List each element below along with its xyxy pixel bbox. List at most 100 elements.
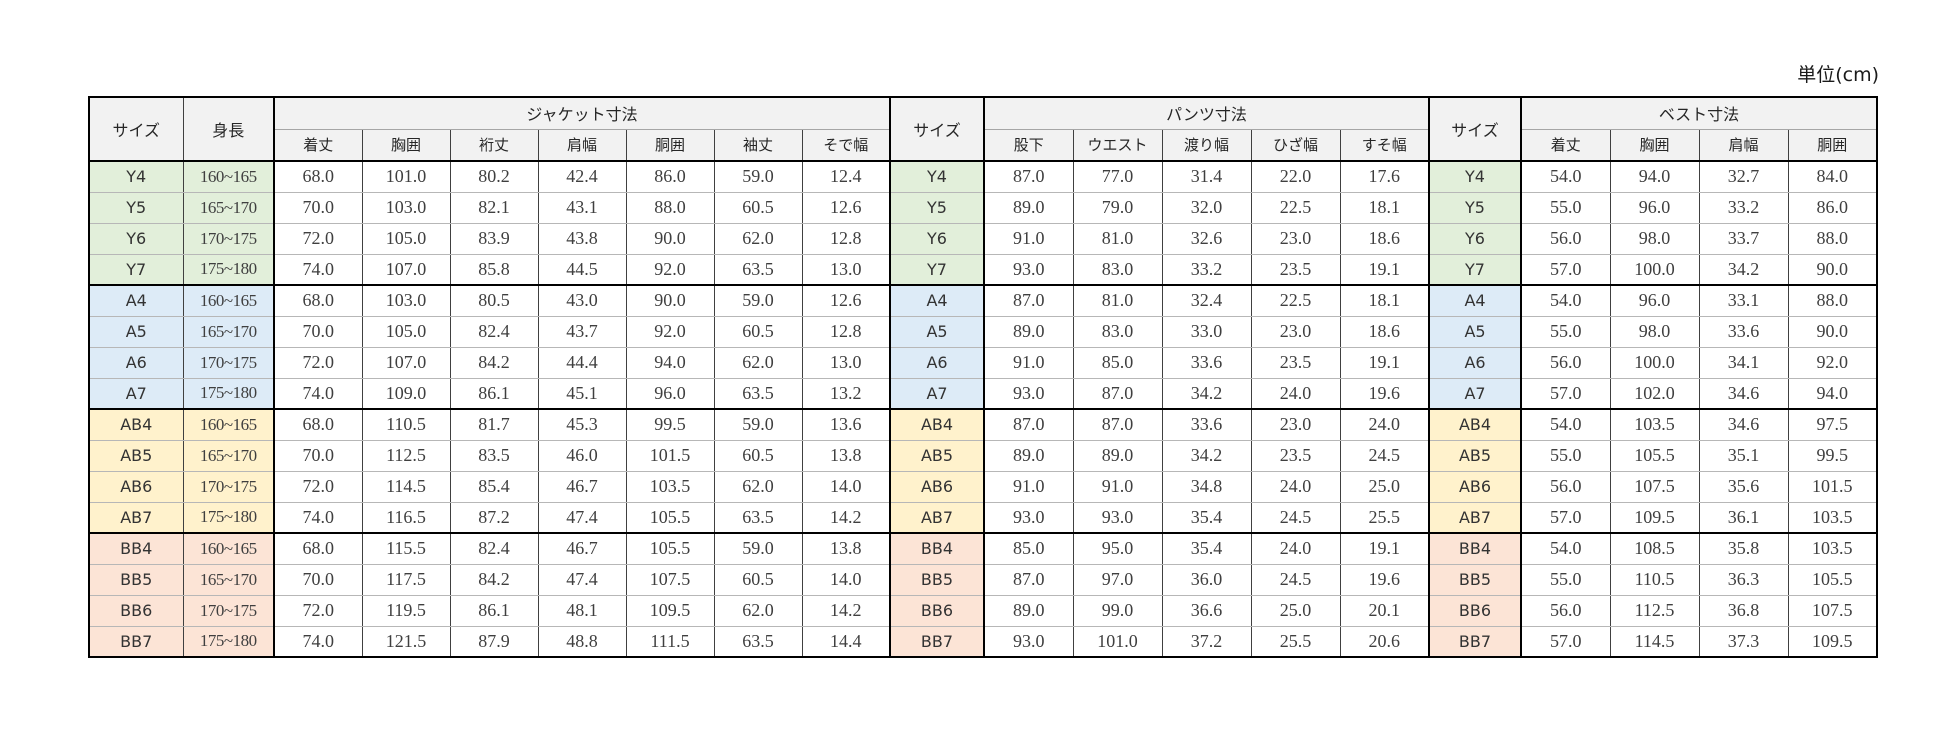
- vest-value-cell: 107.5: [1787, 594, 1878, 627]
- pants-value-cell: 101.0: [1072, 625, 1163, 658]
- jacket-value-cell: 70.0: [273, 191, 363, 224]
- table-row: A5 165~170 70.0 105.0 82.4 43.7 92.0 60.5 12.8 A5…: [88, 315, 1878, 348]
- jacket-value-cell: 12.6: [801, 284, 891, 317]
- jacket-value-cell: 62.0: [713, 346, 803, 379]
- height-cell: 165~170: [182, 191, 275, 224]
- jacket-value-cell: 59.0: [713, 284, 803, 317]
- vest-value-cell: 94.0: [1787, 377, 1878, 410]
- jacket-value-cell: 82.4: [449, 532, 539, 565]
- header-pants-col: ひざ幅: [1250, 129, 1341, 162]
- pants-value-cell: 93.0: [983, 625, 1074, 658]
- pants-value-cell: 89.0: [983, 439, 1074, 472]
- vest-value-cell: 102.0: [1609, 377, 1700, 410]
- vest-value-cell: 57.0: [1520, 253, 1611, 286]
- vest-value-cell: 90.0: [1787, 253, 1878, 286]
- jacket-value-cell: 43.0: [537, 284, 627, 317]
- jacket-value-cell: 62.0: [713, 470, 803, 503]
- pants-value-cell: 17.6: [1339, 160, 1430, 193]
- size-cell: A6: [889, 346, 985, 379]
- size-cell: AB7: [889, 501, 985, 534]
- size-cell: AB6: [889, 470, 985, 503]
- vest-value-cell: 94.0: [1609, 160, 1700, 193]
- jacket-value-cell: 85.8: [449, 253, 539, 286]
- jacket-value-cell: 85.4: [449, 470, 539, 503]
- jacket-value-cell: 94.0: [625, 346, 715, 379]
- size-cell: AB7: [1428, 501, 1522, 534]
- jacket-value-cell: 84.2: [449, 563, 539, 596]
- table-row: AB4 160~165 68.0 110.5 81.7 45.3 99.5 59.0 13.6 A…: [88, 408, 1878, 441]
- jacket-value-cell: 105.5: [625, 532, 715, 565]
- size-cell: A6: [1428, 346, 1522, 379]
- pants-value-cell: 24.0: [1339, 408, 1430, 441]
- size-cell: BB6: [1428, 594, 1522, 627]
- jacket-value-cell: 14.0: [801, 470, 891, 503]
- vest-value-cell: 100.0: [1609, 346, 1700, 379]
- jacket-value-cell: 88.0: [625, 191, 715, 224]
- pants-value-cell: 87.0: [983, 160, 1074, 193]
- size-cell: Y5: [88, 191, 184, 224]
- pants-value-cell: 18.6: [1339, 315, 1430, 348]
- size-cell: AB4: [1428, 408, 1522, 441]
- pants-value-cell: 25.0: [1250, 594, 1341, 627]
- jacket-value-cell: 109.5: [625, 594, 715, 627]
- size-cell: A7: [1428, 377, 1522, 410]
- jacket-value-cell: 112.5: [361, 439, 451, 472]
- height-cell: 170~175: [182, 470, 275, 503]
- jacket-value-cell: 99.5: [625, 408, 715, 441]
- vest-value-cell: 35.8: [1698, 532, 1789, 565]
- pants-value-cell: 89.0: [983, 594, 1074, 627]
- jacket-value-cell: 60.5: [713, 191, 803, 224]
- pants-value-cell: 25.5: [1250, 625, 1341, 658]
- size-cell: BB4: [88, 532, 184, 565]
- table-body: Y4 160~165 68.0 101.0 80.2 42.4 86.0 59.0 12.4 Y4…: [88, 160, 1878, 658]
- vest-value-cell: 100.0: [1609, 253, 1700, 286]
- jacket-value-cell: 12.8: [801, 222, 891, 255]
- size-cell: Y7: [88, 253, 184, 286]
- size-cell: AB6: [1428, 470, 1522, 503]
- jacket-value-cell: 86.1: [449, 377, 539, 410]
- header-vest-section: ベスト寸法: [1520, 97, 1878, 130]
- jacket-value-cell: 92.0: [625, 253, 715, 286]
- vest-value-cell: 55.0: [1520, 191, 1611, 224]
- table-row: A7 175~180 74.0 109.0 86.1 45.1 96.0 63.5 13.2 A7…: [88, 377, 1878, 410]
- jacket-value-cell: 47.4: [537, 563, 627, 596]
- pants-value-cell: 35.4: [1161, 501, 1252, 534]
- table-row: A4 160~165 68.0 103.0 80.5 43.0 90.0 59.0 12.6 A4…: [88, 284, 1878, 317]
- table-row: AB5 165~170 70.0 112.5 83.5 46.0 101.5 60.5 13.8…: [88, 439, 1878, 472]
- jacket-value-cell: 59.0: [713, 408, 803, 441]
- header-jacket-col: 着丈: [273, 129, 363, 162]
- jacket-value-cell: 86.0: [625, 160, 715, 193]
- pants-value-cell: 89.0: [983, 315, 1074, 348]
- vest-value-cell: 32.7: [1698, 160, 1789, 193]
- size-cell: A5: [889, 315, 985, 348]
- header-jacket-col: 裄丈: [449, 129, 539, 162]
- vest-value-cell: 107.5: [1609, 470, 1700, 503]
- vest-value-cell: 56.0: [1520, 594, 1611, 627]
- jacket-value-cell: 13.6: [801, 408, 891, 441]
- header-jacket-col: 袖丈: [713, 129, 803, 162]
- jacket-value-cell: 63.5: [713, 253, 803, 286]
- pants-value-cell: 93.0: [1072, 501, 1163, 534]
- size-cell: BB5: [889, 563, 985, 596]
- jacket-value-cell: 116.5: [361, 501, 451, 534]
- jacket-value-cell: 43.8: [537, 222, 627, 255]
- pants-value-cell: 36.0: [1161, 563, 1252, 596]
- vest-value-cell: 112.5: [1609, 594, 1700, 627]
- vest-value-cell: 33.6: [1698, 315, 1789, 348]
- jacket-value-cell: 103.5: [625, 470, 715, 503]
- jacket-value-cell: 82.1: [449, 191, 539, 224]
- pants-value-cell: 95.0: [1072, 532, 1163, 565]
- jacket-value-cell: 74.0: [273, 377, 363, 410]
- table-row: Y6 170~175 72.0 105.0 83.9 43.8 90.0 62.0 12.8 Y6…: [88, 222, 1878, 255]
- pants-value-cell: 22.5: [1250, 284, 1341, 317]
- vest-value-cell: 34.1: [1698, 346, 1789, 379]
- pants-value-cell: 32.4: [1161, 284, 1252, 317]
- height-cell: 170~175: [182, 222, 275, 255]
- size-cell: Y6: [889, 222, 985, 255]
- vest-value-cell: 101.5: [1787, 470, 1878, 503]
- jacket-value-cell: 14.0: [801, 563, 891, 596]
- jacket-value-cell: 46.0: [537, 439, 627, 472]
- pants-value-cell: 33.6: [1161, 346, 1252, 379]
- header-pants-col: すそ幅: [1339, 129, 1430, 162]
- pants-value-cell: 23.0: [1250, 315, 1341, 348]
